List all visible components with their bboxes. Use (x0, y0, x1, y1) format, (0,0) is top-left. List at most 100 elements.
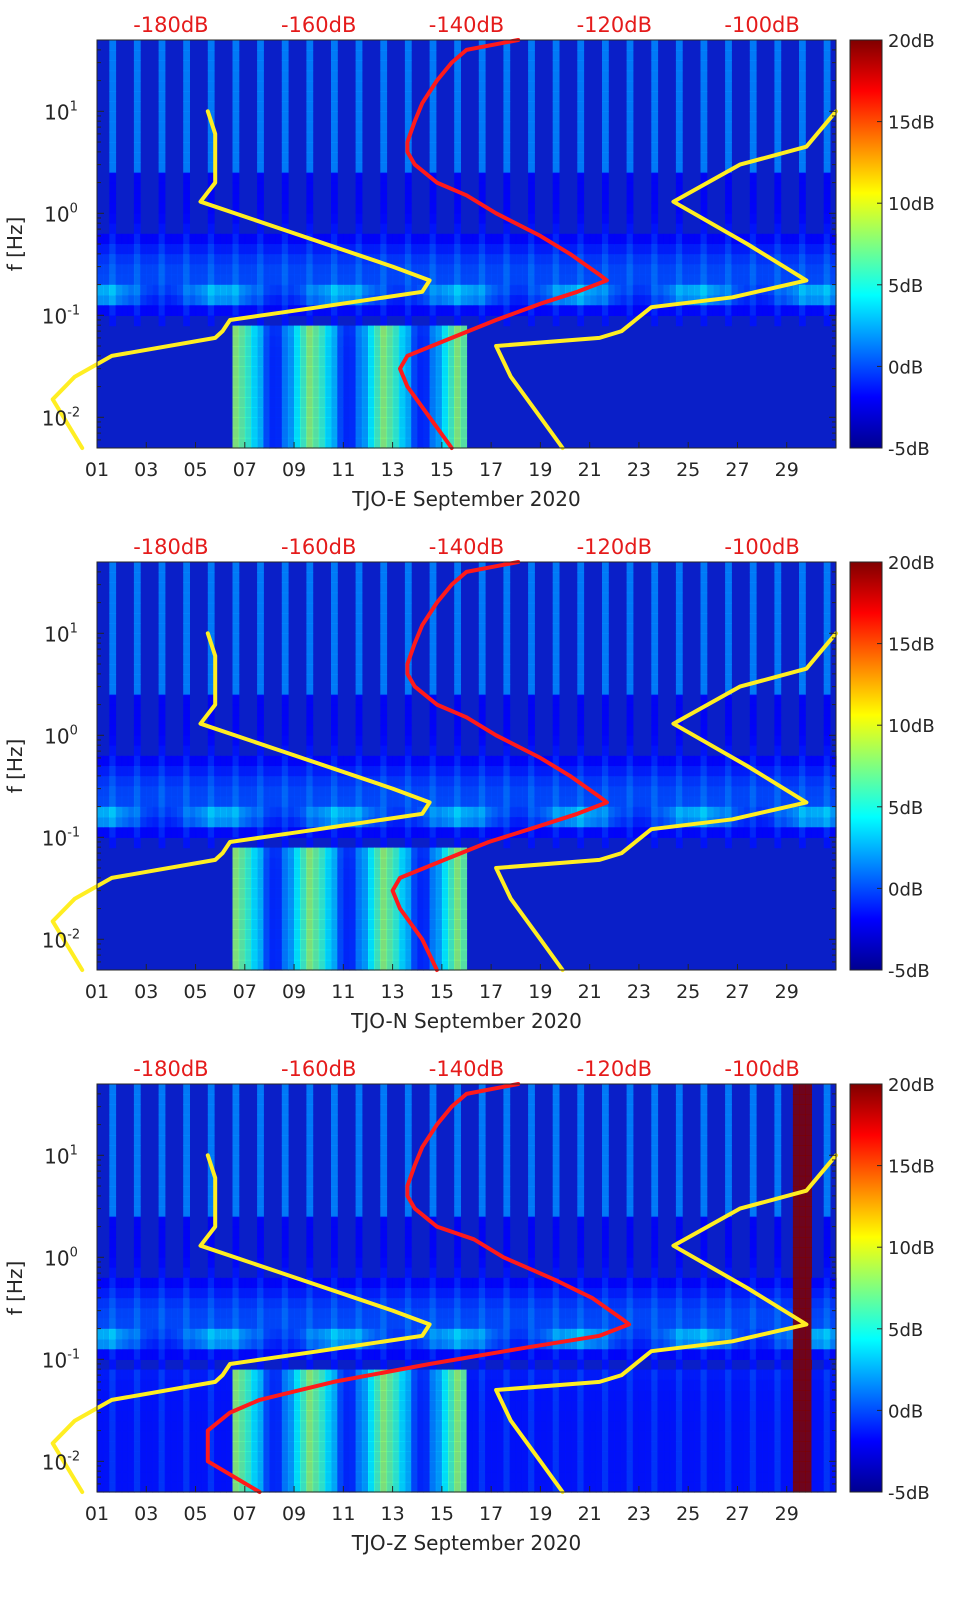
spectrogram-cell (275, 868, 283, 879)
spectrogram-cell (565, 755, 572, 767)
spectrogram-cell (244, 254, 252, 265)
spectrogram-cell (675, 613, 683, 624)
spectrogram-cell (429, 335, 437, 347)
spectrogram-cell (478, 101, 486, 112)
spectrogram-cell (164, 1339, 172, 1350)
spectrogram-cell (497, 264, 505, 276)
spectrogram-cell (97, 284, 104, 296)
spectrogram-cell (392, 346, 400, 357)
spectrogram-cell (737, 244, 745, 255)
spectrogram-cell (312, 827, 320, 838)
spectrogram-cell (306, 80, 314, 92)
spectrogram-cell (183, 694, 190, 706)
spectrogram-cell (719, 254, 726, 265)
spectrogram-cell (645, 254, 652, 265)
spectrogram-cell (725, 162, 732, 174)
spectrogram-cell (109, 1267, 117, 1279)
spectrogram-cell (257, 60, 264, 72)
spectrogram-cell (398, 244, 406, 255)
spectrogram-cell (441, 274, 449, 286)
spectrogram-cell (645, 806, 652, 818)
spectrogram-cell (263, 274, 271, 286)
spectrogram-cell (275, 244, 283, 255)
spectrogram-cell (232, 335, 240, 347)
spectrogram-cell (608, 254, 615, 265)
spectrogram-cell (257, 633, 264, 645)
spectrogram-cell (700, 592, 708, 604)
spectrogram-cell (214, 1430, 221, 1442)
spectrogram-cell (281, 172, 289, 184)
spectrogram-cell (183, 766, 190, 777)
spectrogram-cell (170, 755, 178, 767)
spectrogram-cell (429, 203, 437, 214)
spectrogram-cell (441, 776, 449, 787)
spectrogram-cell (374, 397, 381, 408)
spectrogram-cell (263, 386, 271, 398)
spectrogram-cell (398, 919, 406, 930)
spectrogram-cell (460, 796, 468, 808)
spectrogram-cell (331, 274, 338, 286)
spectrogram-cell (602, 664, 609, 675)
spectrogram-cell (355, 755, 363, 767)
spectrogram-cell (355, 182, 363, 194)
spectrogram-cell (380, 111, 388, 123)
spectrogram-cell (287, 264, 295, 276)
spectrogram-cell (571, 817, 578, 828)
spectrogram-cell (491, 305, 498, 316)
spectrogram-cell (626, 725, 634, 736)
spectrogram-cell (300, 233, 307, 245)
spectrogram-cell (478, 643, 486, 655)
spectrogram-cell (257, 582, 264, 594)
spectrogram-cell (152, 1277, 160, 1289)
spectrogram-cell (183, 817, 190, 828)
spectrogram-cell (534, 806, 541, 818)
spectrogram-cell (263, 796, 271, 808)
spectrogram-cell (472, 254, 480, 265)
spectrogram-cell (811, 827, 819, 838)
spectrogram-cell (485, 254, 492, 265)
spectrogram-cell (380, 766, 388, 777)
spectrogram-cell (749, 213, 757, 225)
spectrogram-cell (269, 397, 277, 408)
spectrogram-cell (675, 70, 683, 82)
spectrogram-cell (170, 1430, 178, 1442)
spectrogram-cell (232, 878, 240, 889)
spectrogram-cell (355, 857, 363, 869)
spectrogram-cell (565, 284, 572, 296)
spectrogram-cell (257, 407, 264, 418)
spectrogram-cell (109, 817, 117, 828)
spectrogram-cell (133, 111, 141, 123)
spectrogram-cell (823, 203, 831, 214)
spectrogram-cell (552, 776, 560, 787)
spectrogram-cell (786, 295, 794, 306)
spectrogram-cell (423, 437, 431, 449)
spectrogram-cell (189, 295, 197, 306)
spectrogram-cell (140, 776, 147, 787)
spectrogram-cell (189, 1369, 197, 1381)
spectrogram-cell (355, 888, 363, 900)
spectrogram-cell (257, 919, 264, 930)
spectrogram-cell (201, 264, 209, 276)
spectrogram-cell (109, 1451, 117, 1462)
spectrogram-cell (663, 284, 671, 296)
spectrogram-cell (164, 766, 172, 777)
spectrogram-cell (608, 244, 615, 255)
spectrogram-cell (528, 60, 535, 72)
spectrogram-cell (146, 796, 154, 808)
y-tick-label: 10-2 (42, 927, 80, 952)
spectrogram-cell (626, 80, 634, 92)
spectrogram-cell (269, 335, 277, 347)
spectrogram-cell (454, 233, 461, 245)
spectrogram-cell (207, 244, 215, 255)
spectrogram-cell (337, 397, 344, 408)
spectrogram-cell (355, 131, 363, 143)
spectrogram-cell (626, 203, 634, 214)
spectrogram-cell (195, 274, 203, 286)
spectrogram-cell (608, 274, 615, 286)
spectrogram-cell (226, 1288, 234, 1299)
spectrogram-cell (521, 284, 529, 296)
spectrogram-cell (183, 1461, 190, 1473)
spectrogram-cell (577, 796, 585, 808)
spectrogram-cell (300, 878, 307, 889)
spectrogram-cell (97, 264, 104, 276)
